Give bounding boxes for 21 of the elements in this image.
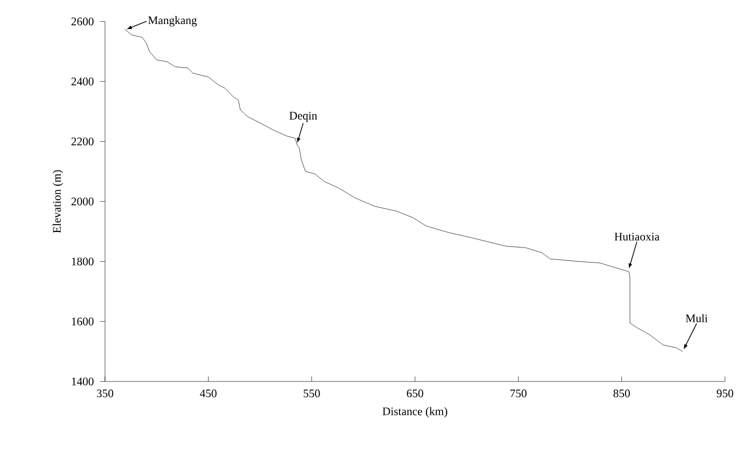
x-tick-label: 850: [613, 390, 630, 398]
x-tick-label: 750: [510, 390, 527, 398]
y-tick-label: 2600: [71, 18, 94, 26]
annotation: Mangkang: [148, 16, 197, 27]
x-tick-label: 550: [304, 390, 320, 398]
x-tick-label: 650: [406, 390, 424, 398]
y-tick-label: 2200: [71, 138, 94, 146]
annotation: Deqin: [289, 112, 318, 122]
x-tick-label: 950: [716, 390, 734, 398]
x-axis-title: Distance (km): [382, 407, 448, 418]
y-tick-label: 2000: [71, 198, 94, 206]
y-axis-title: Elevation (m): [52, 170, 64, 233]
line-series: [124, 29, 683, 352]
y-tick-label: 1800: [72, 258, 94, 266]
x-tick-label: 350: [96, 390, 114, 398]
x-tick-label: 450: [200, 390, 217, 398]
annotation: Hutiaoxia: [614, 232, 660, 240]
y-tick-label: 1400: [72, 378, 94, 386]
y-tick-label: 1600: [72, 318, 94, 326]
y-tick-label: 2400: [71, 78, 94, 86]
annotation: Muli: [686, 314, 708, 322]
